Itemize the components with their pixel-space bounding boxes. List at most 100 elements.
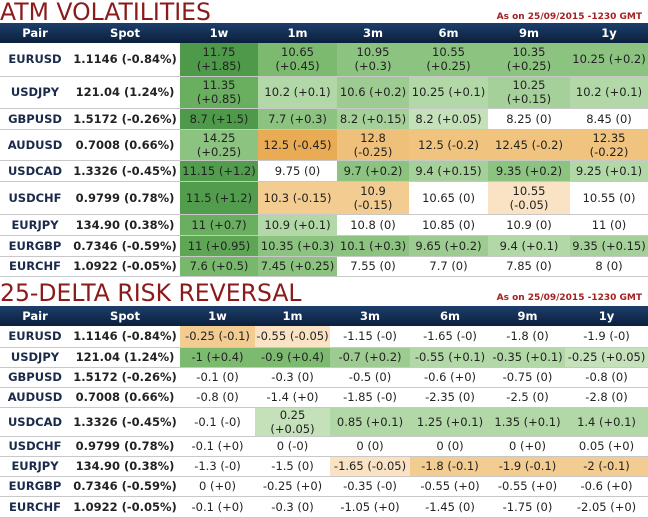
tenor-value-cell: 12.5 (-0.45) <box>258 129 337 161</box>
column-header-pair: Pair <box>22 26 48 40</box>
tenor-value-cell: -1.45 (0) <box>410 496 490 518</box>
table-row: USDJPY 121.04 (1.24%) 11.35 (+0.85) 10.2 (+… <box>0 76 648 109</box>
column-header-6m: 6m <box>440 309 460 323</box>
column-header-1m: 1m <box>287 26 308 40</box>
spot-cell: 1.0922 (-0.05%) <box>70 256 180 277</box>
tenor-value-cell: 9.7 (+0.2) <box>337 160 409 182</box>
spot-cell: 134.90 (0.38%) <box>70 214 180 236</box>
spot-cell: 121.04 (1.24%) <box>70 347 180 368</box>
spot-cell: 1.3326 (-0.45%) <box>70 407 180 437</box>
pair-cell: EURCHF <box>0 256 70 277</box>
tenor-value-cell: 0.85 (+0.1) <box>330 407 410 437</box>
tenor-value-cell: 10.9 (+0.1) <box>258 214 337 236</box>
tenor-value-cell: 8.2 (+0.15) <box>337 108 409 130</box>
tenor-value-cell: 10.25 (+0.1) <box>409 76 488 109</box>
pair-cell: USDCAD <box>0 407 70 437</box>
tenor-value-cell: -0.6 (+0) <box>565 476 648 497</box>
tenor-value-cell: 11 (+0.95) <box>180 235 258 257</box>
tenor-value-cell: 10.3 (-0.15) <box>258 181 337 215</box>
atm-volatilities-title: ATM VOLATILITIES <box>0 0 211 26</box>
tenor-value-cell: 0 (-0) <box>255 436 330 457</box>
tenor-value-cell: 10.8 (0) <box>337 214 409 236</box>
pair-cell: USDCHF <box>0 436 70 457</box>
atm-volatilities-table: Pair Spot 1w 1m 3m 6m 9m 1y EURUSD 1.1146… <box>0 23 648 277</box>
table-row: EURJPY 134.90 (0.38%) 11 (+0.7) 10.9 (+0.1)… <box>0 214 648 236</box>
tenor-value-cell: 0 (+0) <box>180 476 255 497</box>
spot-cell: 134.90 (0.38%) <box>70 456 180 477</box>
column-header-1w: 1w <box>209 26 229 40</box>
spot-cell: 0.7346 (-0.59%) <box>70 476 180 497</box>
table-row: EURUSD 1.1146 (-0.84%) -0.25 (-0.1) -0.55 (… <box>0 326 648 348</box>
tenor-value-cell: -0.55 (+0) <box>490 476 565 497</box>
tenor-value-cell: 7.85 (0) <box>488 256 570 277</box>
tenor-value-cell: -1.75 (0) <box>490 496 565 518</box>
tenor-value-cell: -0.35 (-0) <box>330 476 410 497</box>
tenor-value-cell: 10.6 (+0.2) <box>337 76 409 109</box>
spot-cell: 121.04 (1.24%) <box>70 76 180 109</box>
tenor-value-cell: -0.55 (+0.1) <box>410 347 490 368</box>
spot-cell: 1.5172 (-0.26%) <box>70 108 180 130</box>
tenor-value-cell: 8.7 (+1.5) <box>180 108 258 130</box>
tenor-value-cell: 7.6 (+0.5) <box>180 256 258 277</box>
tenor-value-cell: -1.3 (-0) <box>180 456 255 477</box>
tenor-value-cell: 10.9 (-0.15) <box>337 181 409 215</box>
pair-cell: EURGBP <box>0 235 70 257</box>
tenor-value-cell: -0.5 (0) <box>330 367 410 388</box>
spot-cell: 1.3326 (-0.45%) <box>70 160 180 182</box>
tenor-value-cell: -0.1 (+0) <box>180 496 255 518</box>
tenor-value-cell: -0.7 (+0.2) <box>330 347 410 368</box>
tenor-value-cell: 7.7 (+0.3) <box>258 108 337 130</box>
pair-cell: USDCAD <box>0 160 70 182</box>
tenor-value-cell: -1.05 (+0) <box>330 496 410 518</box>
table-row: AUDUSD 0.7008 (0.66%) 14.25 (+0.25) 12.5 (-… <box>0 129 648 161</box>
tenor-value-cell: -2 (-0.1) <box>565 456 648 477</box>
column-header-1y: 1y <box>601 26 617 40</box>
column-header-6m: 6m <box>438 26 459 40</box>
table-row: EURCHF 1.0922 (-0.05%) -0.1 (+0) -0.3 (0) -1… <box>0 496 648 518</box>
pair-cell: EURGBP <box>0 476 70 497</box>
spot-cell: 0.9799 (0.78%) <box>70 436 180 457</box>
tenor-value-cell: 8.25 (0) <box>488 108 570 130</box>
tenor-value-cell: 1.4 (+0.1) <box>565 407 648 437</box>
column-header-9m: 9m <box>517 309 538 323</box>
tenor-value-cell: -2.05 (+0) <box>565 496 648 518</box>
tenor-value-cell: 9.4 (+0.1) <box>488 235 570 257</box>
tenor-value-cell: 7.45 (+0.25) <box>258 256 337 277</box>
pair-cell: AUDUSD <box>0 387 70 408</box>
tenor-value-cell: -1.85 (-0) <box>330 387 410 408</box>
tenor-value-cell: 10.55 (+0.25) <box>409 43 488 77</box>
tenor-value-cell: -2.8 (0) <box>565 387 648 408</box>
tenor-value-cell: -2.5 (0) <box>490 387 565 408</box>
tenor-value-cell: -0.25 (+0) <box>255 476 330 497</box>
table-header-row: Pair Spot 1w 1m 3m 6m 9m 1y <box>0 306 648 326</box>
tenor-value-cell: 9.35 (+0.15) <box>570 235 648 257</box>
tenor-value-cell: 1.35 (+0.1) <box>490 407 565 437</box>
tenor-value-cell: -0.1 (-0) <box>180 407 255 437</box>
spot-cell: 1.5172 (-0.26%) <box>70 367 180 388</box>
pair-cell: GBPUSD <box>0 108 70 130</box>
tenor-value-cell: 11.5 (+1.2) <box>180 181 258 215</box>
table-row: USDCAD 1.3326 (-0.45%) -0.1 (-0) 0.25 (+0.0… <box>0 407 648 437</box>
column-header-1w: 1w <box>208 309 227 323</box>
tenor-value-cell: -1.65 (-0) <box>410 326 490 348</box>
table-row: GBPUSD 1.5172 (-0.26%) 8.7 (+1.5) 7.7 (+0.3… <box>0 108 648 130</box>
tenor-value-cell: -0.3 (0) <box>255 496 330 518</box>
tenor-value-cell: -1.4 (+0) <box>255 387 330 408</box>
spot-cell: 0.7346 (-0.59%) <box>70 235 180 257</box>
tenor-value-cell: -0.55 (-0.05) <box>255 326 330 348</box>
pair-cell: GBPUSD <box>0 367 70 388</box>
table-row: GBPUSD 1.5172 (-0.26%) -0.1 (0) -0.3 (0) -0.… <box>0 367 648 388</box>
pair-cell: AUDUSD <box>0 129 70 161</box>
atm-as-of-timestamp: As on 25/09/2015 -1230 GMT <box>496 12 642 22</box>
risk-reversal-title: 25-DELTA RISK REVERSAL <box>0 279 302 307</box>
table-row: EURJPY 134.90 (0.38%) -1.3 (-0) -1.5 (0) -1.… <box>0 456 648 477</box>
pair-cell: EURCHF <box>0 496 70 518</box>
tenor-value-cell: 11.75 (+1.85) <box>180 43 258 77</box>
tenor-value-cell: 0 (0) <box>410 436 490 457</box>
tenor-value-cell: 11 (+0.7) <box>180 214 258 236</box>
column-header-3m: 3m <box>363 26 383 40</box>
tenor-value-cell: 0.25 (+0.05) <box>255 407 330 437</box>
table-row: EURGBP 0.7346 (-0.59%) 11 (+0.95) 10.35 (+0… <box>0 235 648 257</box>
column-header-pair: Pair <box>22 309 48 323</box>
spot-cell: 1.1146 (-0.84%) <box>70 326 180 348</box>
